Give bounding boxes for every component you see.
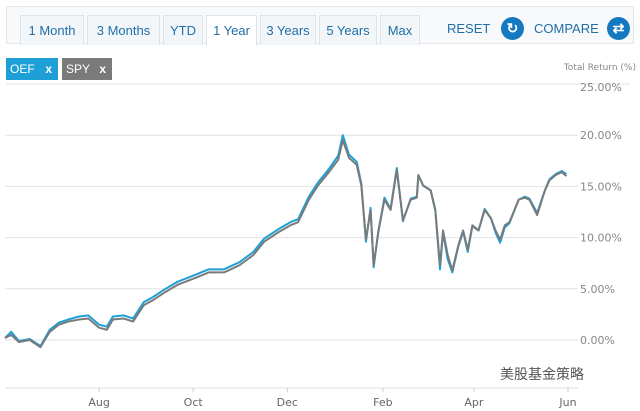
tag-label: SPY: [66, 62, 91, 76]
y-tick-label: 20.00%: [580, 129, 622, 142]
tab-3-years[interactable]: 3 Years: [260, 15, 316, 45]
reset-button[interactable]: RESET: [447, 21, 491, 36]
watermark: 美股基金策略: [500, 366, 584, 382]
x-tick-label: Jun: [558, 396, 576, 409]
x-tick-label: Feb: [373, 396, 392, 409]
y-axis-label: Total Return (%): [563, 63, 636, 73]
x-tick-label: Oct: [184, 396, 204, 409]
y-tick-label: 10.00%: [580, 232, 622, 245]
tab-1-month[interactable]: 1 Month: [20, 15, 84, 45]
tag-label: OEF: [10, 62, 35, 76]
x-tick-label: Dec: [277, 396, 298, 409]
tab-1-year[interactable]: 1 Year: [206, 15, 257, 46]
compare-button[interactable]: COMPARE: [534, 21, 599, 36]
tab-max[interactable]: Max: [380, 15, 420, 45]
remove-tag-button[interactable]: x: [99, 62, 106, 76]
y-tick-label: 5.00%: [580, 283, 615, 296]
x-tick-label: Apr: [464, 396, 484, 409]
tab-5-years[interactable]: 5 Years: [319, 15, 377, 45]
time-range-tabs: 1 Month 3 Months YTD 1 Year 3 Years 5 Ye…: [6, 6, 634, 46]
y-tick-label: 25.00%: [580, 81, 622, 94]
x-tick-label: Aug: [88, 396, 109, 409]
tag-oef: OEF x: [6, 58, 58, 80]
tab-3-months[interactable]: 3 Months: [87, 15, 160, 45]
remove-tag-button[interactable]: x: [45, 62, 52, 76]
y-tick-label: 0.00%: [580, 334, 615, 347]
series-line-spy: [4, 139, 568, 349]
swap-arrows-icon[interactable]: ⇄: [607, 17, 630, 40]
series-line-oef: [4, 134, 568, 348]
tab-ytd[interactable]: YTD: [163, 15, 203, 45]
y-tick-label: 15.00%: [580, 180, 622, 193]
refresh-icon[interactable]: ↻: [501, 17, 524, 40]
tag-spy: SPY x: [62, 58, 112, 80]
